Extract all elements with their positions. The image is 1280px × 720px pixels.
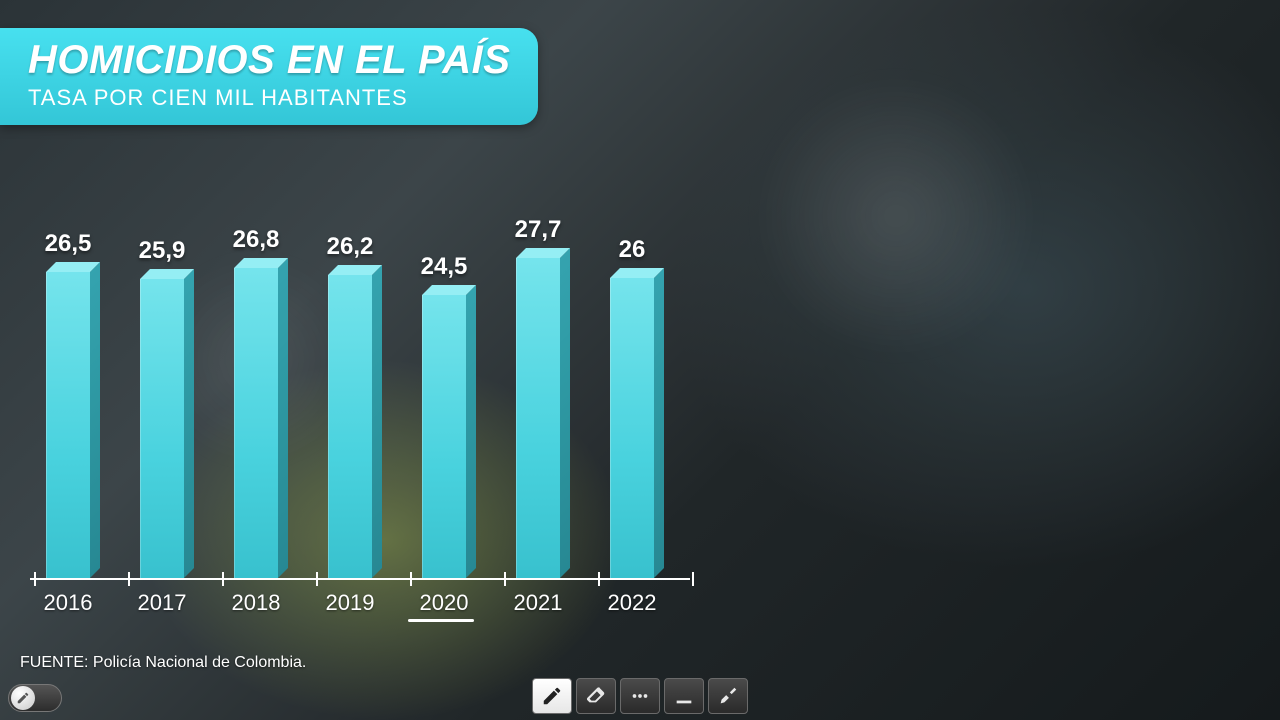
bar-year-label: 2019 (310, 590, 390, 616)
axis-tick (504, 572, 506, 586)
source-prefix: FUENTE: (20, 654, 93, 671)
axis-tick (316, 572, 318, 586)
bar-front (610, 278, 654, 578)
bar (602, 278, 662, 578)
axis-tick (128, 572, 130, 586)
clear-tool[interactable] (708, 678, 748, 714)
bar-year-label: 2018 (216, 590, 296, 616)
bar-front (328, 275, 372, 578)
annotation-toolbar (532, 678, 748, 714)
more-icon (629, 685, 651, 707)
axis-tick (222, 572, 224, 586)
bar-front (516, 258, 560, 578)
bar-side (560, 248, 570, 578)
bar-year-label: 2021 (498, 590, 578, 616)
bar-side (184, 269, 194, 578)
bar (508, 258, 568, 578)
chart-title: HOMICIDIOS EN EL PAÍS (28, 38, 510, 83)
pencil-icon (16, 691, 30, 705)
bar-value-label: 26,5 (28, 230, 108, 258)
stage: HOMICIDIOS EN EL PAÍS TASA POR CIEN MIL … (0, 0, 1280, 720)
pen-tool[interactable] (532, 678, 572, 714)
bar-chart: 26,5 2016 25,9 2017 26,8 2018 26,2 2019 24,5 2020… (30, 190, 690, 620)
bar-year-label: 2022 (592, 590, 672, 616)
bar-side (278, 258, 288, 578)
bar-front (140, 279, 184, 578)
bar (414, 295, 474, 578)
more-tool[interactable] (620, 678, 660, 714)
bar-front (46, 272, 90, 578)
underline-tool[interactable] (664, 678, 704, 714)
bar-front (234, 268, 278, 578)
bar-side (90, 262, 100, 578)
bar (320, 275, 380, 578)
bar-side (466, 285, 476, 578)
eraser-icon (585, 685, 607, 707)
bar-value-label: 25,9 (122, 237, 202, 265)
bar-front (422, 295, 466, 578)
bar-year-label: 2016 (28, 590, 108, 616)
axis-tick (598, 572, 600, 586)
bar-value-label: 24,5 (404, 253, 484, 281)
bar-value-label: 26,2 (310, 233, 390, 261)
source-value: Policía Nacional de Colombia. (93, 654, 306, 671)
axis-tick (692, 572, 694, 586)
toggle-knob (11, 686, 35, 710)
annotation-toggle[interactable] (8, 684, 62, 712)
bar-value-label: 27,7 (498, 216, 578, 244)
bar-year-label: 2017 (122, 590, 202, 616)
axis-tick (410, 572, 412, 586)
bar (38, 272, 98, 578)
broom-icon (717, 685, 739, 707)
bar-value-label: 26,8 (216, 226, 296, 254)
axis-tick (34, 572, 36, 586)
eraser-tool[interactable] (576, 678, 616, 714)
source-text: FUENTE: Policía Nacional de Colombia. (20, 654, 306, 672)
chart-subtitle: TASA POR CIEN MIL HABITANTES (28, 85, 510, 111)
bar-value-label: 26 (592, 236, 672, 264)
underline-icon (673, 685, 695, 707)
bar (226, 268, 286, 578)
bar-side (372, 265, 382, 578)
bar (132, 279, 192, 578)
bar-side (654, 268, 664, 578)
title-banner: HOMICIDIOS EN EL PAÍS TASA POR CIEN MIL … (0, 28, 538, 125)
bar-year-label: 2020 (404, 590, 484, 616)
year-underline (408, 619, 474, 622)
pen-icon (541, 685, 563, 707)
